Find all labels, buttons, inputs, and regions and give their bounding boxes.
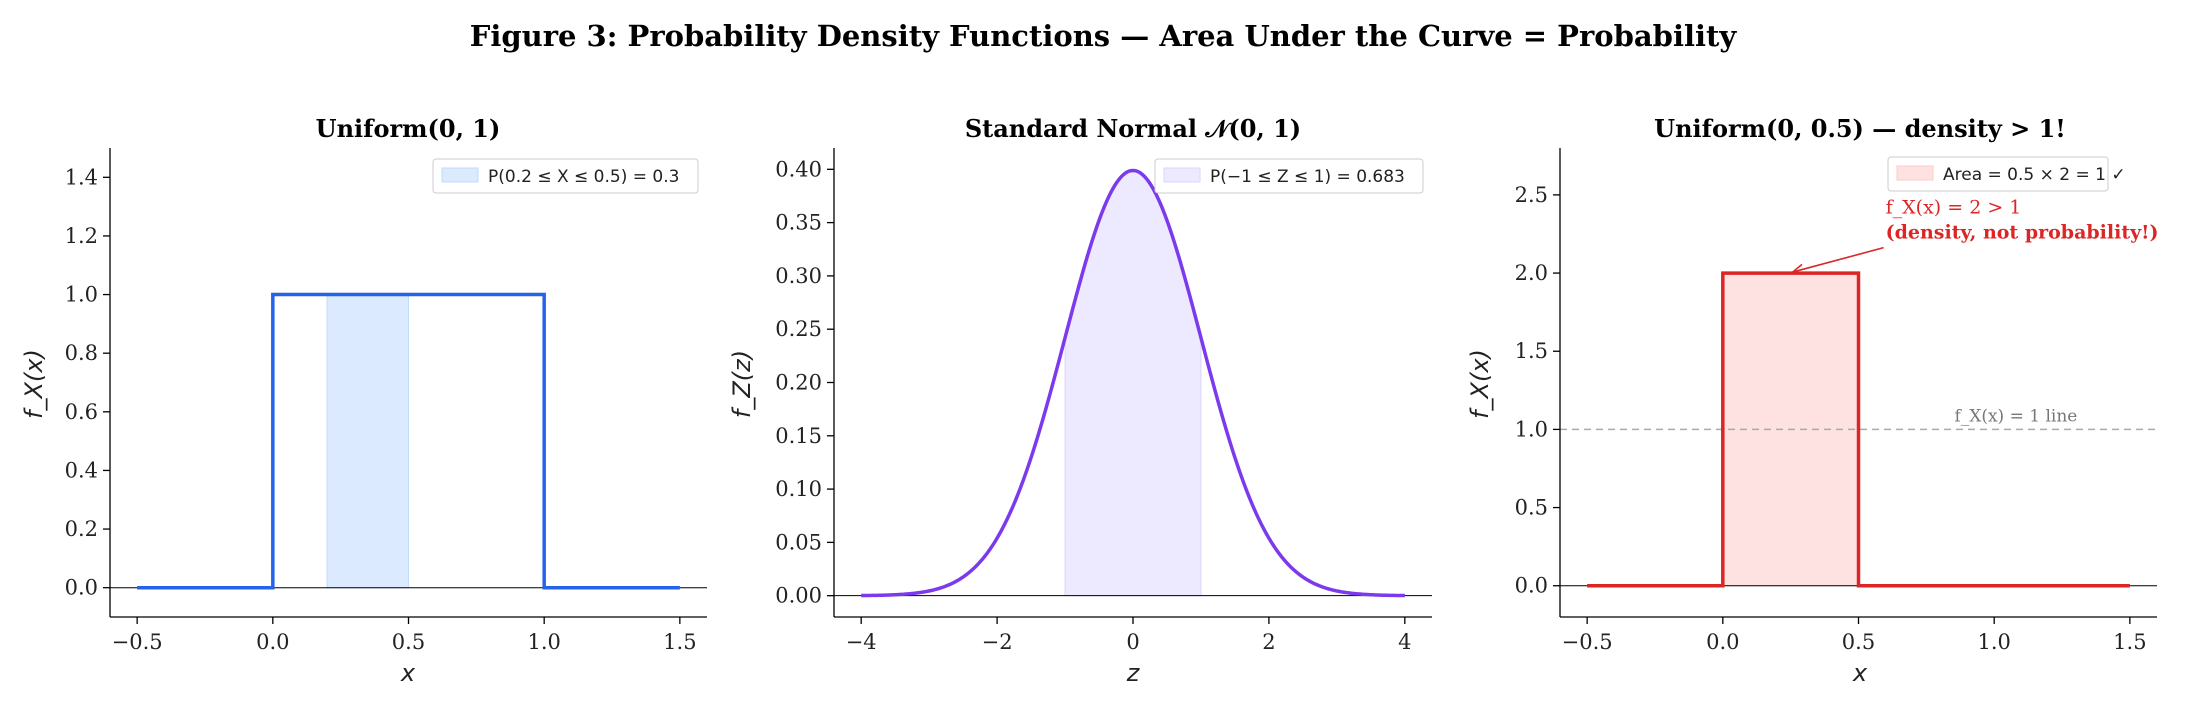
- legend: P(0.2 ≤ X ≤ 0.5) = 0.3: [432, 158, 699, 194]
- x-tick-label: −2: [982, 630, 1013, 654]
- pdf-line: [861, 168, 1405, 598]
- x-axis-ticks: −0.5 0.0 0.5 1.0 1.5: [1562, 617, 2147, 654]
- y-tick-label: 0.4: [65, 458, 98, 482]
- x-tick-label: 1.0: [527, 630, 560, 654]
- y-tick-label: 0.00: [775, 584, 822, 608]
- x-tick-label: 0.5: [392, 630, 425, 654]
- annotation-line-2: (density, not probability!): [1886, 222, 2159, 244]
- y-tick-label: 0.25: [775, 317, 822, 341]
- annotation-line-1: f_X(x) = 2 > 1: [1886, 197, 2022, 219]
- x-tick-label: 0.0: [256, 630, 289, 654]
- y-tick-label: 1.2: [65, 224, 98, 248]
- y-axis-ticks: 0.0 0.5 1.0 1.5 2.0 2.5: [1515, 183, 1560, 598]
- x-tick-label: −0.5: [1562, 630, 1613, 654]
- shaded-area: [326, 294, 409, 589]
- x-axis-label: x: [400, 659, 416, 687]
- legend-swatch: [441, 167, 479, 183]
- y-tick-label: 0.6: [65, 400, 98, 424]
- shaded-probability-region: [326, 294, 409, 589]
- pdf-line: [1587, 271, 2130, 588]
- x-tick-label: −0.5: [112, 630, 163, 654]
- y-tick-label: 0.2: [65, 517, 98, 541]
- y-axis-ticks: 0.0 0.2 0.4 0.6 0.8 1.0 1.2 1.4: [65, 165, 110, 600]
- y-tick-label: 1.0: [1515, 417, 1548, 441]
- panel-title: Uniform(0, 0.5) — density > 1!: [1654, 114, 2066, 143]
- y-tick-label: 0.10: [775, 477, 822, 501]
- x-tick-label: 2: [1262, 630, 1275, 654]
- y-axis-label: f_X(x): [1466, 349, 1494, 419]
- x-axis-ticks: −0.5 0.0 0.5 1.0 1.5: [112, 617, 697, 654]
- legend-label: P(−1 ≤ Z ≤ 1) = 0.683: [1210, 167, 1405, 187]
- arrow-head: [1790, 263, 1805, 275]
- x-tick-label: 1.0: [1977, 630, 2010, 654]
- y-tick-label: 0.30: [775, 264, 822, 288]
- legend-swatch: [1163, 167, 1201, 183]
- panel-standard-normal: Standard Normal 𝒩(0, 1) −4 −2 0 2 4 0.00 0.05…: [728, 114, 1432, 687]
- y-tick-label: 0.0: [65, 576, 98, 600]
- x-tick-label: 0.0: [1706, 630, 1739, 654]
- y-tick-label: 1.4: [65, 165, 98, 189]
- y-tick-label: 0.15: [775, 424, 822, 448]
- legend-swatch: [1896, 165, 1934, 181]
- x-axis-ticks: −4 −2 0 2 4: [846, 617, 1412, 654]
- y-axis-label: f_X(x): [20, 349, 48, 419]
- arrow-shaft: [1792, 246, 1884, 273]
- legend-box: [1154, 158, 1424, 194]
- x-tick-label: −4: [846, 630, 877, 654]
- pdf-line: [137, 292, 680, 590]
- legend: P(−1 ≤ Z ≤ 1) = 0.683: [1154, 158, 1424, 194]
- y-tick-label: 0.05: [775, 530, 822, 554]
- panel-uniform-0-0.5: Uniform(0, 0.5) — density > 1! −0.5 0.0 0.…: [1466, 114, 2158, 687]
- x-tick-label: 4: [1398, 630, 1411, 654]
- y-axis-label: f_Z(z): [728, 350, 756, 418]
- x-tick-label: 0: [1126, 630, 1139, 654]
- panel-title: Uniform(0, 1): [316, 114, 501, 143]
- figure-title: Figure 3: Probability Density Functions …: [470, 19, 1738, 53]
- pdf-curve: [137, 292, 680, 590]
- pdf-curve: [861, 168, 1405, 598]
- pdf-curve: [1587, 271, 2130, 588]
- shaded-probability-region: [1064, 169, 1202, 597]
- y-tick-label: 2.5: [1515, 183, 1548, 207]
- y-tick-label: 0.35: [775, 211, 822, 235]
- x-tick-label: 1.5: [663, 630, 696, 654]
- y-tick-label: 1.5: [1515, 339, 1548, 363]
- y-tick-label: 1.0: [65, 283, 98, 307]
- x-axis-label: x: [1852, 659, 1868, 687]
- y-tick-label: 0.0: [1515, 574, 1548, 598]
- panel-uniform-0-1: Uniform(0, 1) −0.5 0.0 0.5 1.0 1.5 0.0 0.2 0.4…: [20, 114, 707, 687]
- shaded-area: [1064, 169, 1202, 597]
- x-tick-label: 1.5: [2113, 630, 2146, 654]
- x-axis-label: z: [1126, 659, 1141, 687]
- legend-label: P(0.2 ≤ X ≤ 0.5) = 0.3: [488, 167, 679, 187]
- reference-line-label: f_X(x) = 1 line: [1954, 406, 2077, 426]
- y-tick-label: 0.5: [1515, 496, 1548, 520]
- legend: Area = 0.5 × 2 = 1 ✓: [1887, 156, 2126, 192]
- legend-box: [432, 158, 699, 194]
- panel-title: Standard Normal 𝒩(0, 1): [965, 114, 1301, 143]
- y-tick-label: 0.20: [775, 371, 822, 395]
- legend-label: Area = 0.5 × 2 = 1 ✓: [1943, 165, 2126, 185]
- x-tick-label: 0.5: [1842, 630, 1875, 654]
- legend-box: [1887, 156, 2109, 192]
- y-tick-label: 2.0: [1515, 261, 1548, 285]
- y-tick-label: 0.40: [775, 157, 822, 181]
- y-tick-label: 0.8: [65, 341, 98, 365]
- annotation-arrow: [1790, 246, 1884, 275]
- y-axis-ticks: 0.00 0.05 0.10 0.15 0.20 0.25 0.30 0.35 0.40: [775, 157, 834, 608]
